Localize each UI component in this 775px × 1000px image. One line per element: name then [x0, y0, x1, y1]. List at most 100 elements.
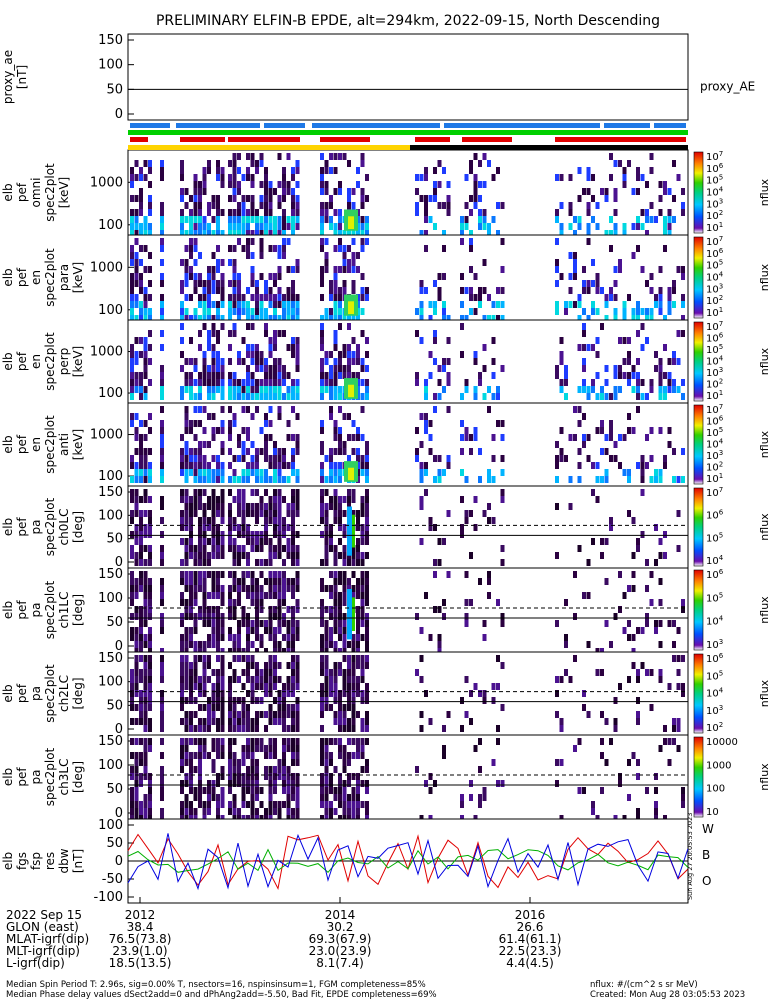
data-cell [482, 181, 487, 188]
data-cell [419, 676, 424, 683]
data-cell [342, 669, 347, 676]
data-cell [241, 606, 246, 613]
y-tick-label: 50 [106, 82, 123, 97]
data-cell [627, 510, 631, 517]
data-cell [649, 704, 654, 711]
data-cell [291, 188, 295, 195]
colorbar-tick-label: 10000 [706, 737, 738, 748]
data-cell [419, 413, 424, 420]
data-cell [636, 718, 640, 725]
data-cell [347, 585, 351, 592]
data-cell [631, 308, 636, 315]
data-cell [559, 386, 564, 393]
data-cell [216, 620, 220, 627]
data-cell [139, 510, 143, 517]
data-cell [640, 379, 645, 386]
data-cell [220, 794, 225, 801]
data-cell [130, 344, 134, 351]
data-cell [351, 287, 356, 294]
data-cell [250, 787, 255, 794]
data-cell [464, 620, 469, 627]
data-cell [667, 209, 672, 216]
data-cell [143, 592, 148, 599]
data-cell [273, 552, 277, 559]
data-cell [342, 230, 347, 237]
data-cell [134, 718, 139, 725]
data-cell [338, 441, 342, 448]
data-cell [232, 294, 237, 301]
data-cell [568, 503, 573, 510]
data-cell [320, 330, 324, 337]
data-cell [268, 393, 273, 400]
data-cell [491, 455, 496, 462]
data-cell [255, 599, 259, 606]
data-cell [193, 503, 198, 510]
data-cell [360, 202, 365, 209]
data-cell [482, 315, 487, 322]
data-cell [291, 315, 295, 322]
data-cell [237, 773, 241, 780]
y-axis-label: fgs [15, 852, 29, 870]
status-bar-segment [462, 137, 512, 142]
data-cell [250, 273, 255, 280]
data-cell [433, 330, 437, 337]
data-cell [211, 427, 216, 434]
data-cell [295, 669, 300, 676]
data-cell [202, 538, 207, 545]
data-cell [487, 517, 491, 524]
data-cell [419, 496, 424, 503]
data-cell [282, 223, 286, 230]
data-cell [184, 669, 189, 676]
data-cell [232, 801, 237, 808]
data-cell [264, 188, 268, 195]
data-cell [577, 195, 582, 202]
data-cell [631, 252, 636, 259]
data-cell [500, 434, 505, 441]
data-cell [667, 216, 672, 223]
data-cell [184, 801, 189, 808]
data-cell [295, 496, 300, 503]
data-cell [356, 752, 360, 759]
data-cell [184, 585, 189, 592]
data-cell [216, 223, 220, 230]
data-cell [667, 301, 672, 308]
data-cell [198, 552, 202, 559]
data-cell [273, 337, 277, 344]
data-cell [277, 230, 282, 237]
data-cell [573, 406, 577, 413]
data-cell [555, 780, 559, 787]
data-cell [356, 351, 360, 358]
colorbar-tick-label: 100 [706, 784, 725, 795]
data-cell [568, 476, 573, 483]
data-cell [139, 476, 143, 483]
data-cell [360, 434, 365, 441]
data-cell [255, 462, 259, 469]
data-cell [143, 294, 148, 301]
data-cell [130, 287, 134, 294]
data-cell [282, 559, 286, 566]
data-cell [202, 517, 207, 524]
data-cell [433, 181, 437, 188]
data-cell [333, 294, 338, 301]
data-cell [415, 766, 419, 773]
data-cell [264, 308, 268, 315]
data-cell [211, 690, 216, 697]
data-cell [663, 531, 667, 538]
data-cell [130, 195, 134, 202]
data-cell [649, 287, 654, 294]
data-cell [282, 315, 286, 322]
data-cell [631, 315, 636, 322]
data-cell [333, 718, 338, 725]
legend-W: W [702, 822, 714, 836]
data-cell [216, 476, 220, 483]
data-cell [189, 393, 193, 400]
data-cell [216, 683, 220, 690]
data-cell [268, 372, 273, 379]
data-cell [600, 427, 604, 434]
colorbar-tick-label: 104 [706, 186, 724, 199]
data-cell [295, 434, 300, 441]
data-cell [220, 287, 225, 294]
data-cell [500, 365, 505, 372]
colorbar-tick-label: 106 [706, 247, 724, 260]
